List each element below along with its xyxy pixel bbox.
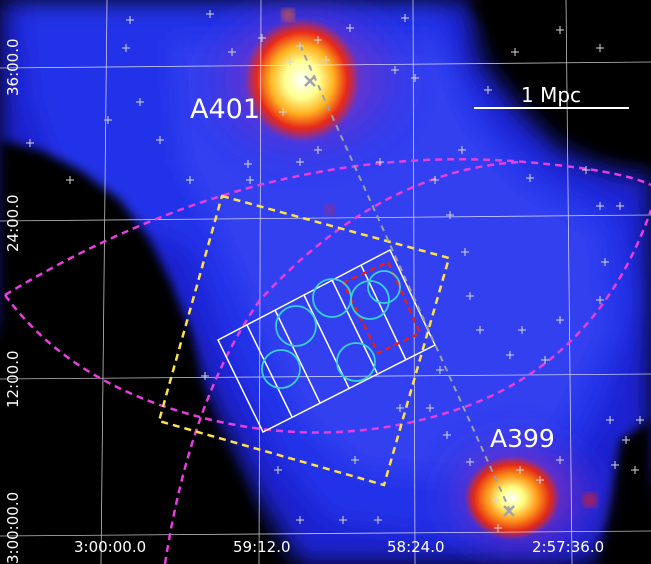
dec-tick-label: 24:00.0 — [4, 194, 22, 252]
ra-tick-label: 59:12.0 — [233, 538, 291, 556]
ra-tick-label: 3:00:00.0 — [74, 538, 146, 556]
dec-tick-label: 3:00:00.0 — [4, 492, 22, 564]
cluster-label-a401: A401 — [190, 94, 260, 125]
point-source — [282, 9, 294, 21]
dec-tick-label: 36:00.0 — [4, 38, 22, 96]
a401-core — [244, 18, 360, 142]
point-source — [583, 493, 597, 507]
dec-tick-label: 12:00.0 — [4, 350, 22, 408]
ra-tick-label: 2:57:36.0 — [532, 538, 604, 556]
scale-bar-label: 1 Mpc — [521, 83, 581, 107]
a399-core — [464, 456, 560, 540]
ra-tick-label: 58:24.0 — [387, 538, 445, 556]
point-source — [325, 205, 335, 215]
cluster-label-a399: A399 — [490, 424, 555, 453]
